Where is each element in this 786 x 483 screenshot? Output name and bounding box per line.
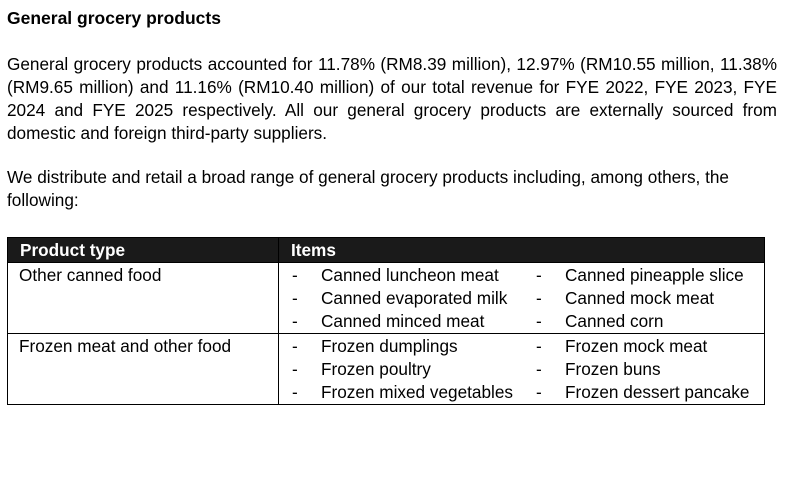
item-text: Frozen poultry (321, 359, 431, 379)
intro-paragraph: We distribute and retail a broad range o… (7, 167, 729, 210)
item-text: Frozen dumplings (321, 336, 458, 356)
items-cell: - Canned luncheon meat - Canned evaporat… (278, 262, 765, 334)
item-text: Canned corn (565, 311, 664, 331)
bullet-dash: - (292, 288, 298, 308)
header-items: Items (278, 237, 765, 263)
table-row: Other canned food - Canned luncheon meat… (7, 262, 765, 334)
list-item: - Canned pineapple slice (534, 264, 764, 287)
list-item: - Frozen mock meat (534, 335, 764, 358)
list-item: - Canned evaporated milk (290, 287, 534, 310)
product-table: Product type Items Other canned food - C… (7, 237, 765, 405)
list-item: - Frozen buns (534, 358, 764, 381)
section-heading: General grocery products (7, 8, 221, 28)
bullet-dash: - (292, 382, 298, 402)
product-type-cell: Frozen meat and other food (7, 333, 279, 405)
header-product-type: Product type (7, 237, 279, 263)
document-page: General grocery products General grocery… (7, 6, 777, 212)
items-left-column: - Canned luncheon meat - Canned evaporat… (290, 264, 534, 333)
item-text: Canned minced meat (321, 311, 485, 331)
items-right-column: - Frozen mock meat - Frozen buns - Froze… (534, 335, 764, 404)
items-left-column: - Frozen dumplings - Frozen poultry - Fr… (290, 335, 534, 404)
list-item: - Canned corn (534, 310, 764, 333)
bullet-dash: - (292, 359, 298, 379)
item-text: Frozen mock meat (565, 336, 708, 356)
items-right-column: - Canned pineapple slice - Canned mock m… (534, 264, 764, 333)
bullet-dash: - (292, 265, 298, 285)
table-header-row: Product type Items (7, 237, 765, 263)
revenue-paragraph: General grocery products accounted for 1… (7, 54, 777, 143)
list-item: - Frozen dessert pancake (534, 381, 764, 404)
item-text: Canned luncheon meat (321, 265, 499, 285)
item-text: Frozen dessert pancake (565, 382, 750, 402)
list-item: - Canned minced meat (290, 310, 534, 333)
item-text: Canned evaporated milk (321, 288, 508, 308)
item-text: Canned mock meat (565, 288, 715, 308)
bullet-dash: - (536, 336, 542, 356)
list-item: - Canned luncheon meat (290, 264, 534, 287)
bullet-dash: - (536, 311, 542, 331)
bullet-dash: - (536, 288, 542, 308)
list-item: - Frozen dumplings (290, 335, 534, 358)
list-item: - Frozen mixed vegetables (290, 381, 534, 404)
list-item: - Frozen poultry (290, 358, 534, 381)
bullet-dash: - (292, 336, 298, 356)
list-item: - Canned mock meat (534, 287, 764, 310)
item-text: Frozen mixed vegetables (321, 382, 514, 402)
product-type-cell: Other canned food (7, 262, 279, 334)
table-row: Frozen meat and other food - Frozen dump… (7, 333, 765, 405)
item-text: Frozen buns (565, 359, 661, 379)
bullet-dash: - (536, 359, 542, 379)
bullet-dash: - (536, 382, 542, 402)
bullet-dash: - (536, 265, 542, 285)
items-cell: - Frozen dumplings - Frozen poultry - Fr… (278, 333, 765, 405)
item-text: Canned pineapple slice (565, 265, 744, 285)
bullet-dash: - (292, 311, 298, 331)
